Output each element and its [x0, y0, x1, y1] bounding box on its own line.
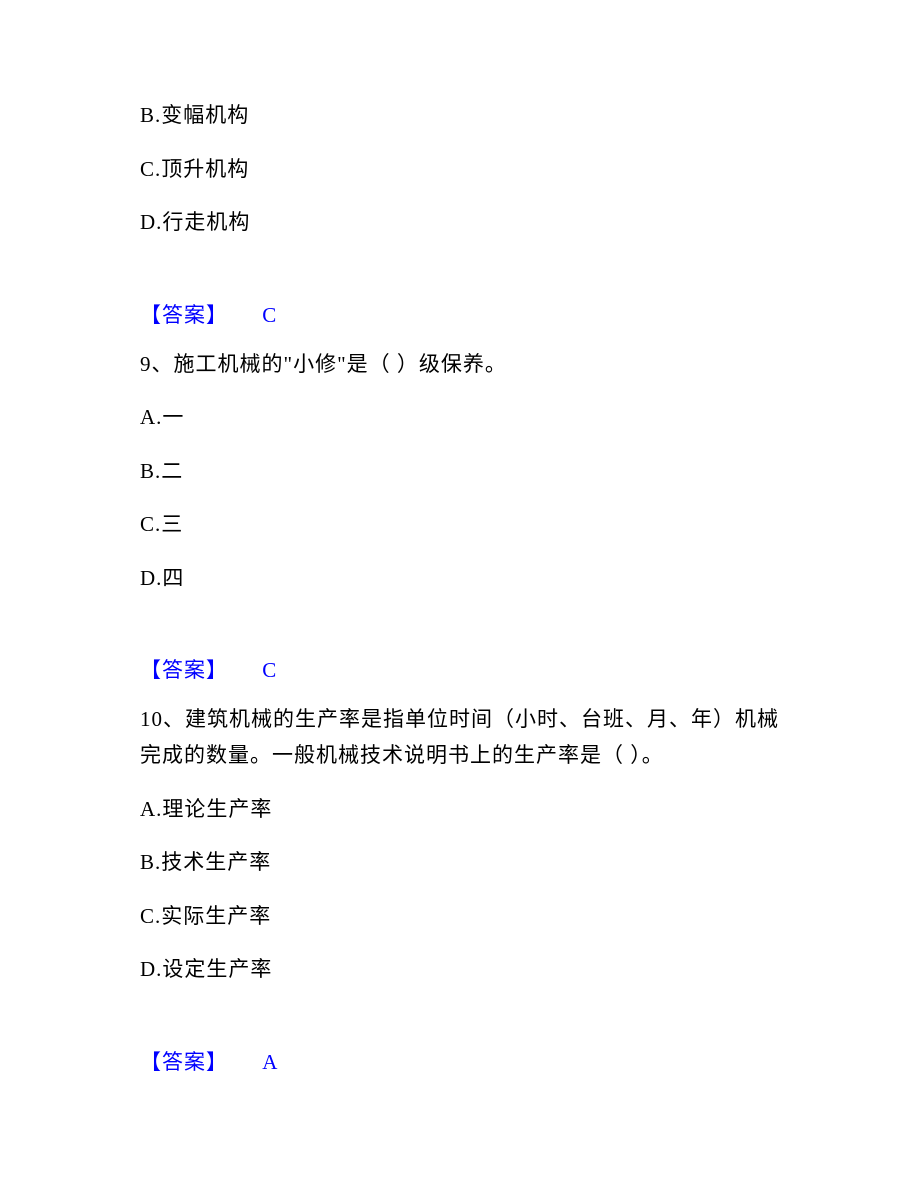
q8-option-c: C.顶升机构 [140, 154, 780, 186]
q8-option-d: D.行走机构 [140, 207, 780, 239]
q8-option-b: B.变幅机构 [140, 100, 780, 132]
q8-answer-value: C [262, 303, 277, 328]
q10-answer-label: 【答案】 [140, 1046, 228, 1076]
q10-answer-value: A [262, 1050, 278, 1075]
q10-option-b: B.技术生产率 [140, 847, 780, 879]
q9-option-a: A.一 [140, 402, 780, 434]
q9-option-c: C.三 [140, 509, 780, 541]
q10-stem: 10、建筑机械的生产率是指单位时间（小时、台班、月、年）机械完成的数量。一般机械… [140, 702, 780, 773]
q9-answer-value: C [262, 658, 277, 683]
q9-answer: 【答案】 C [140, 654, 780, 684]
q8-answer: 【答案】 C [140, 299, 780, 329]
q9-option-d: D.四 [140, 563, 780, 595]
q9-stem: 9、施工机械的"小修"是（ ）级保养。 [140, 347, 780, 383]
q9-answer-label: 【答案】 [140, 654, 228, 684]
q8-answer-label: 【答案】 [140, 299, 228, 329]
q10-option-a: A.理论生产率 [140, 794, 780, 826]
q9-option-b: B.二 [140, 456, 780, 488]
q10-option-d: D.设定生产率 [140, 954, 780, 986]
q10-option-c: C.实际生产率 [140, 901, 780, 933]
q10-answer: 【答案】 A [140, 1046, 780, 1076]
